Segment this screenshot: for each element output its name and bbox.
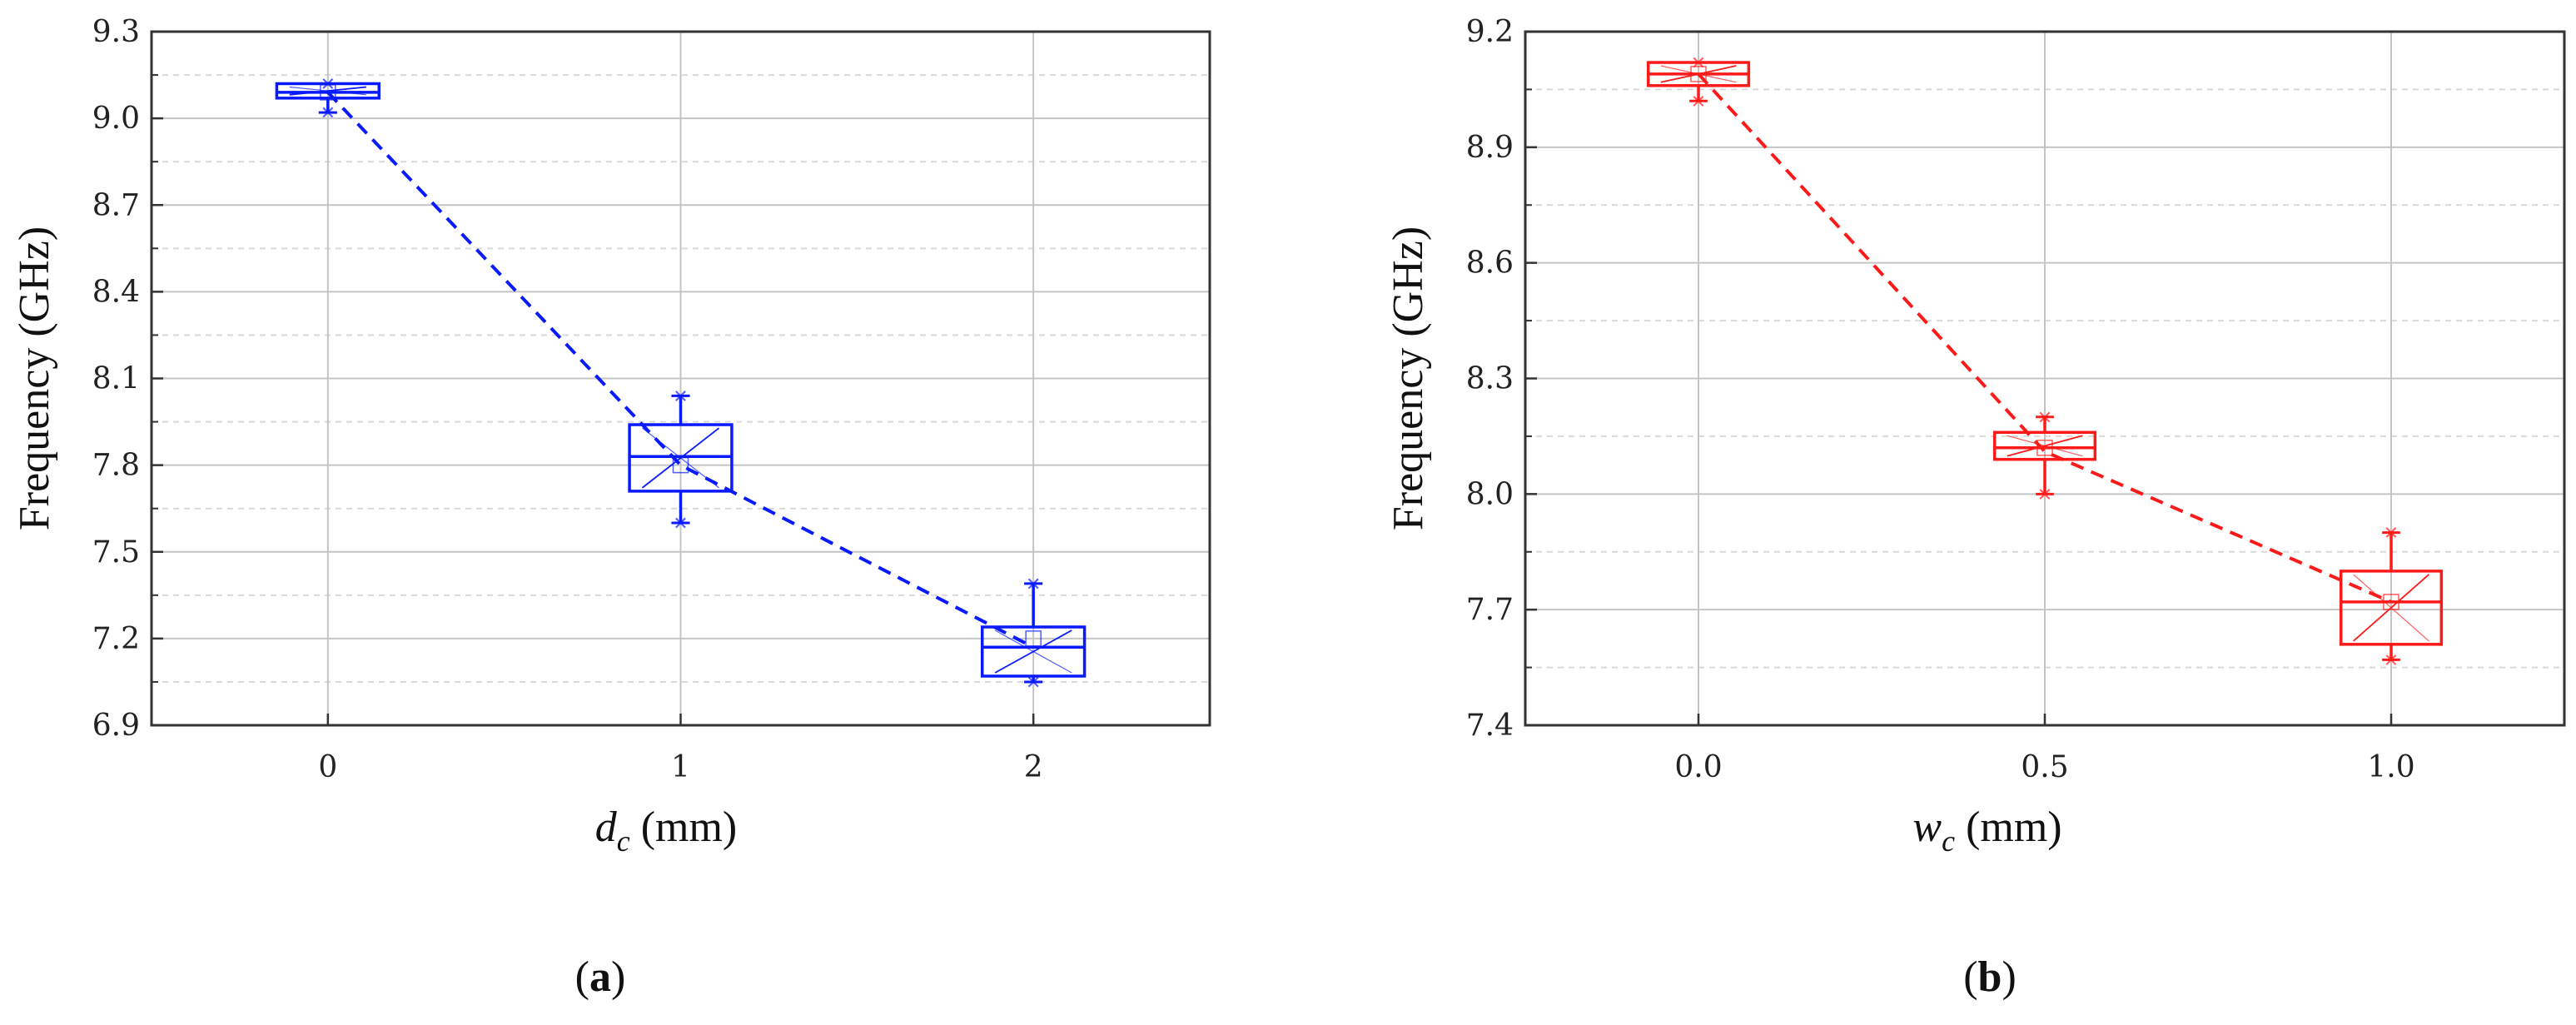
panel-label: (a): [575, 953, 626, 1001]
y-tick-label: 7.5: [92, 535, 140, 570]
box-diagonal: [2007, 435, 2083, 457]
panel-label-paren: ): [2002, 953, 2016, 1001]
box-iqr: [980, 625, 1087, 678]
box-diagonal: [994, 629, 1072, 674]
y-tick-label: 8.4: [92, 275, 140, 309]
box-plot: ✕✕: [980, 575, 1087, 694]
mean-marker: [672, 456, 689, 474]
chart-panel-b: 7.47.78.08.38.68.99.20.0 0.5 1.0✕✕✕✕✕✕Freq…: [1385, 15, 2566, 1001]
x-axis-subscript: c: [1942, 824, 1955, 858]
panel-label-letter: a: [589, 953, 611, 1001]
y-axis-title: Frequency (GHz): [11, 226, 58, 530]
y-tick-label: 8.3: [1466, 362, 1514, 396]
panel-label-paren: (: [575, 953, 589, 1001]
min-marker: ✕: [2037, 485, 2052, 505]
mean-marker: [2036, 440, 2053, 456]
x-axis-var: d: [595, 804, 618, 851]
max-marker: ✕: [1026, 575, 1041, 595]
box-plot: ✕✕: [1992, 408, 2097, 505]
mean-marker: [320, 84, 336, 101]
box-plot: ✕✕: [628, 386, 734, 535]
chart-panel-a: 6.97.27.57.88.18.48.79.09.30 1 2✕✕✕✕✕✕Freq…: [11, 15, 1211, 1001]
y-axis-title: Frequency (GHz): [1385, 226, 1432, 530]
min-marker: ✕: [673, 514, 688, 535]
max-marker: ✕: [673, 386, 688, 407]
x-tick-label: 1: [671, 750, 690, 784]
x-tick-label: 1.0: [2367, 750, 2414, 784]
panel-label-letter: b: [1978, 953, 2002, 1001]
box-plot: ✕✕: [1646, 53, 1751, 112]
y-tick-label: 7.8: [92, 449, 140, 483]
x-tick-label: 0: [318, 750, 337, 784]
box-diagonal: [2353, 574, 2429, 642]
y-tick-label: 9.2: [1466, 15, 1514, 49]
box-iqr: [2339, 570, 2444, 646]
x-axis-var: w: [1912, 804, 1942, 851]
panel-label-paren: (: [1963, 953, 1977, 1001]
y-tick-label: 8.9: [1466, 131, 1514, 165]
box-iqr: [1992, 430, 2097, 461]
x-axis-unit: (mm): [630, 804, 738, 851]
plot-frame: [1524, 30, 2566, 727]
mean-marker: [1025, 630, 1042, 647]
trend-line: [1697, 72, 2392, 604]
y-tick-label: 9.3: [92, 15, 140, 49]
y-tick-label: 6.9: [92, 709, 140, 743]
min-marker: ✕: [2384, 650, 2399, 671]
x-tick-label: 0.5: [2021, 750, 2068, 784]
mean-marker: [2383, 594, 2399, 610]
min-marker: ✕: [1026, 673, 1041, 694]
y-tick-label: 8.0: [1466, 477, 1514, 511]
mean-marker: [1690, 66, 1707, 82]
panel-label-paren: ): [611, 953, 625, 1001]
x-axis-subscript: c: [617, 824, 630, 858]
x-tick-label: 0.0: [1674, 750, 1722, 784]
panel-label: (b): [1963, 953, 2017, 1001]
min-marker: ✕: [1691, 92, 1706, 112]
y-tick-label: 9.0: [92, 102, 140, 136]
max-marker: ✕: [1691, 53, 1706, 74]
box-plot: ✕✕: [275, 74, 381, 124]
y-tick-label: 7.4: [1466, 709, 1514, 743]
y-tick-label: 8.6: [1466, 246, 1514, 281]
box-plot: ✕✕: [2339, 524, 2444, 671]
x-axis-unit: (mm): [1955, 804, 2062, 851]
max-marker: ✕: [2384, 524, 2399, 545]
y-tick-label: 7.2: [92, 622, 140, 656]
y-tick-label: 8.7: [92, 188, 140, 222]
min-marker: ✕: [321, 103, 336, 124]
plot-frame: [150, 30, 1211, 727]
y-tick-label: 7.7: [1466, 593, 1514, 627]
y-tick-label: 8.1: [92, 362, 140, 396]
max-marker: ✕: [2037, 408, 2052, 429]
max-marker: ✕: [321, 74, 336, 95]
x-axis-title: wc (mm): [1912, 804, 2061, 858]
x-axis-title: dc (mm): [595, 804, 738, 858]
x-tick-label: 2: [1024, 750, 1043, 784]
